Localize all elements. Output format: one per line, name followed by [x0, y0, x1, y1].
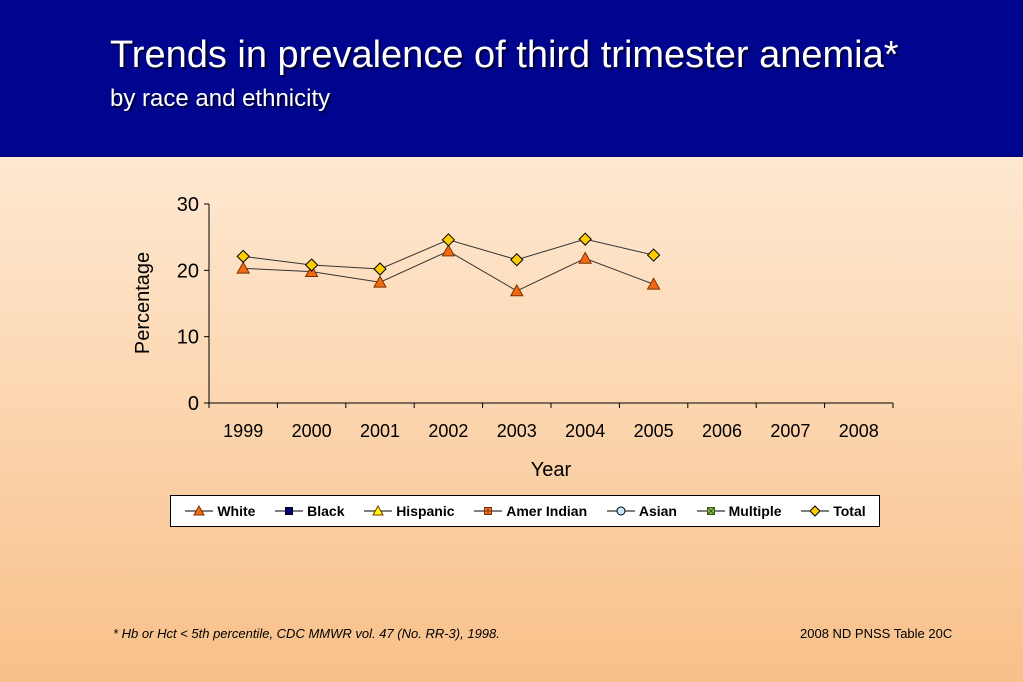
legend-symbol: [616, 506, 626, 516]
legend-label: Asian: [638, 503, 677, 519]
legend-marker-asian: [606, 506, 635, 516]
x-tick-label: 2006: [702, 421, 742, 441]
legend-item-asian: Asian: [606, 503, 677, 519]
legend-label: Amer Indian: [506, 503, 588, 519]
source-note: 2008 ND PNSS Table 20C: [800, 626, 953, 641]
data-point-total: [578, 232, 592, 246]
data-point-total: [510, 253, 524, 267]
chart-legend: White Black Hispanic Amer Indian Asian Multip…: [170, 495, 880, 527]
legend-item-total: Total: [800, 503, 866, 519]
x-tick-label: 2002: [428, 421, 468, 441]
legend-marker-multiple: [696, 507, 725, 515]
legend-marker-amer-indian: [474, 507, 503, 515]
chart-axes: 0 10 20 30 1999 2000 2001 2002 2003 2004 2005 2006 2…: [177, 194, 894, 441]
legend-label: Black: [307, 503, 345, 519]
legend-symbol: [809, 505, 821, 517]
data-point-white: [441, 244, 456, 257]
data-point-total: [304, 258, 319, 272]
y-axis-label: Percentage: [132, 252, 154, 354]
legend-label: Hispanic: [396, 503, 455, 519]
data-point-total: [441, 233, 456, 247]
chart-marks: [236, 232, 661, 297]
y-tick-label: 30: [177, 194, 199, 216]
data-point-white: [509, 283, 524, 297]
legend-symbol: [706, 507, 715, 515]
x-tick-label: 2007: [770, 421, 810, 441]
legend-label: White: [217, 503, 256, 519]
x-tick-label: 1999: [223, 421, 263, 441]
y-tick-label: 10: [177, 327, 199, 349]
data-point-white: [646, 277, 661, 290]
y-tick-label: 20: [177, 260, 199, 282]
legend-marker-black: [275, 507, 304, 515]
legend-symbol: [484, 507, 493, 515]
series-line-white: [243, 250, 654, 292]
x-tick-label: 2000: [292, 421, 332, 441]
legend-item-black: Black: [274, 503, 345, 519]
legend-marker-white: [185, 504, 214, 516]
x-tick-label: 2008: [839, 421, 879, 441]
legend-marker-hispanic: [364, 504, 393, 516]
title-banner: Trends in prevalence of third trimester …: [0, 0, 1023, 157]
y-tick-label: 0: [188, 393, 199, 415]
data-point-total: [236, 249, 250, 264]
legend-item-hispanic: Hispanic: [363, 503, 455, 519]
data-point-total: [373, 262, 387, 276]
legend-label: Multiple: [728, 503, 782, 519]
footnote: * Hb or Hct < 5th percentile, CDC MMWR v…: [113, 626, 500, 641]
data-point-white: [373, 275, 387, 288]
data-point-white: [236, 261, 251, 274]
x-tick-label: 2005: [634, 421, 674, 441]
legend-symbol: [285, 507, 294, 515]
legend-item-amer-indian: Amer Indian: [473, 503, 587, 519]
legend-symbol: [193, 504, 206, 516]
page-title: Trends in prevalence of third trimester …: [110, 34, 899, 76]
legend-label: Total: [833, 503, 866, 519]
legend-symbol: [372, 504, 385, 516]
x-axis-label: Year: [531, 459, 572, 481]
legend-marker-total: [801, 505, 830, 517]
legend-item-white: White: [184, 503, 255, 519]
page-subtitle: by race and ethnicity: [110, 85, 331, 112]
x-tick-label: 2003: [497, 421, 537, 441]
x-tick-label: 2001: [360, 421, 400, 441]
x-tick-label: 2004: [565, 421, 605, 441]
legend-item-multiple: Multiple: [696, 503, 782, 519]
line-chart: 0 10 20 30 1999 2000 2001 2002 2003 2004 2005 2006 2…: [132, 194, 894, 481]
data-point-total: [646, 248, 661, 262]
data-point-white: [578, 251, 593, 264]
